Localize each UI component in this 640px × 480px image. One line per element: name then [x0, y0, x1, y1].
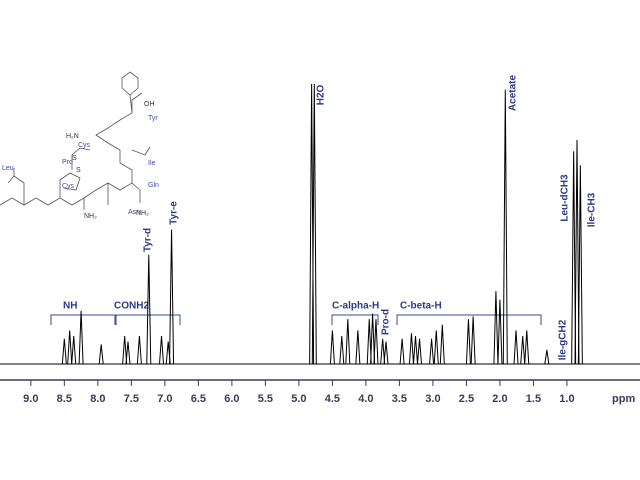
atom-label: H₂N — [66, 133, 79, 140]
peak — [329, 330, 335, 365]
x-tick-label: 5.0 — [291, 393, 306, 405]
peak — [311, 83, 317, 365]
atom-label: NH₂ — [84, 213, 97, 220]
peak — [339, 335, 345, 365]
peak — [159, 335, 165, 365]
atom-label: S — [76, 167, 81, 174]
peak — [408, 333, 414, 365]
peak-label: H2O — [316, 84, 327, 105]
residue-label: Cys — [62, 183, 75, 190]
peak — [577, 165, 583, 365]
peak — [465, 319, 471, 365]
x-tick-label: 8.0 — [90, 393, 105, 405]
residue-label: Pro — [62, 159, 73, 166]
peak-label: Tyr-d — [143, 228, 154, 252]
group-brackets: NH CONH2 C-alpha-H C-beta-H — [50, 301, 542, 325]
residue-label: Leu — [2, 165, 14, 172]
peak — [383, 341, 389, 365]
peak — [125, 341, 131, 365]
peak-label: Leu-dCH3 — [560, 174, 571, 222]
atom-label: OH — [144, 101, 155, 108]
peak — [439, 324, 445, 365]
bracket — [331, 314, 379, 325]
structure-bonds — [0, 71, 151, 210]
peak — [67, 330, 73, 365]
peak — [78, 310, 84, 365]
peak — [497, 299, 503, 365]
peak — [122, 335, 128, 365]
x-tick-label: 5.5 — [258, 393, 273, 405]
peak-label: Pro-d — [381, 309, 392, 335]
peak — [571, 151, 577, 365]
x-tick-label: 7.0 — [157, 393, 172, 405]
peak — [417, 338, 423, 365]
residue-label: Asn — [128, 209, 140, 216]
peak-annotations: H2O Acetate Leu-dCH3 Ile-CH3 Tyr-d Tyr-e… — [143, 75, 598, 361]
x-tick-label: 8.5 — [57, 393, 72, 405]
x-tick-label: 7.5 — [124, 393, 139, 405]
x-tick-label: 6.5 — [191, 393, 206, 405]
peak — [493, 291, 499, 365]
group-label: NH — [63, 301, 77, 312]
group-label: C-beta-H — [400, 301, 442, 312]
peak — [520, 335, 526, 365]
residue-label: Gln — [148, 182, 159, 189]
x-tick-label: 1.5 — [526, 393, 541, 405]
peak-label: Tyr-e — [169, 201, 180, 225]
peak — [370, 313, 376, 365]
peak — [373, 319, 379, 365]
x-axis-label: ppm — [612, 393, 635, 405]
atom-label: S — [72, 155, 77, 162]
peak — [433, 330, 439, 365]
peak-label: Ile-gCH2 — [558, 319, 569, 360]
residue-label: Tyr — [148, 115, 158, 122]
x-tick-label: 3.0 — [425, 393, 440, 405]
bracket — [50, 314, 116, 325]
peak — [399, 338, 405, 365]
peak — [71, 335, 77, 365]
structure: Leu Pro Cys Cys Tyr Ile Gln Asn H₂N OH N… — [0, 71, 159, 220]
peak — [98, 344, 104, 365]
x-tick-label: 4.0 — [358, 393, 373, 405]
residue-label: Cys — [78, 142, 91, 149]
x-tick-label: 2.0 — [492, 393, 507, 405]
peak — [544, 349, 550, 365]
x-tick-label: 9.0 — [23, 393, 38, 405]
peak — [574, 139, 580, 365]
peak — [146, 254, 152, 365]
x-tick-label: 1.0 — [559, 393, 574, 405]
peak — [429, 338, 435, 365]
peak — [366, 319, 372, 365]
x-tick-label: 6.0 — [224, 393, 239, 405]
peak — [380, 338, 386, 365]
bracket — [396, 314, 542, 325]
peak — [513, 330, 519, 365]
atom-label: NH₂ — [136, 210, 149, 217]
peak — [136, 335, 142, 365]
x-tick-label: 3.5 — [392, 393, 407, 405]
peak — [412, 335, 418, 365]
x-tick-label: 2.5 — [459, 393, 474, 405]
residue-label: Ile — [148, 160, 156, 167]
peak — [355, 330, 361, 365]
peak-label: Acetate — [508, 75, 519, 112]
peak-label: Ile-CH3 — [587, 192, 598, 227]
peak — [345, 319, 351, 365]
group-label: C-alpha-H — [332, 301, 379, 312]
peak — [169, 229, 175, 365]
peak — [61, 338, 67, 365]
peak — [524, 330, 530, 365]
peak — [502, 89, 508, 365]
group-label: CONH2 — [114, 301, 149, 312]
x-tick-label: 4.5 — [325, 393, 340, 405]
peak — [470, 316, 476, 365]
